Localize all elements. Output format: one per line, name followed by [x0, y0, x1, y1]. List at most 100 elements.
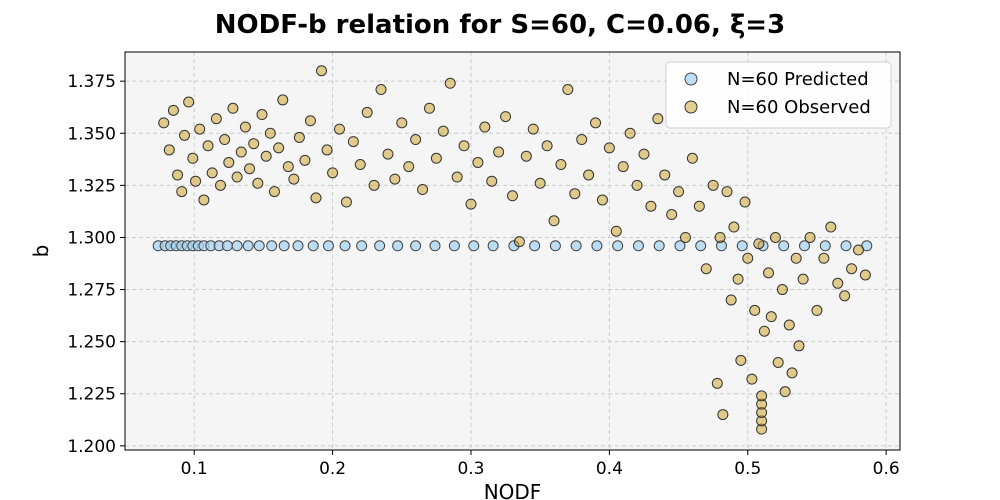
- observed-point: [264, 127, 276, 139]
- observed-point: [235, 146, 247, 158]
- predicted-point: [799, 240, 811, 252]
- y-axis-label: b: [29, 245, 53, 258]
- predicted-point: [221, 240, 233, 252]
- observed-point: [410, 134, 422, 146]
- observed-point: [686, 152, 698, 164]
- x-axis-label: NODF: [484, 480, 542, 500]
- observed-point: [507, 190, 518, 202]
- observed-point: [666, 209, 678, 221]
- observed-point: [569, 188, 581, 200]
- observed-point: [256, 109, 268, 121]
- observed-point: [725, 294, 737, 306]
- observed-point: [396, 117, 408, 129]
- observed-point: [541, 140, 553, 152]
- observed-point: [403, 161, 415, 173]
- observed-point: [227, 102, 239, 114]
- observed-point: [707, 179, 719, 191]
- observed-point: [590, 117, 602, 129]
- observed-point: [417, 184, 429, 196]
- observed-point: [198, 194, 210, 206]
- observed-point: [382, 148, 394, 160]
- observed-point: [739, 196, 751, 208]
- predicted-point: [242, 240, 254, 252]
- observed-point: [513, 236, 525, 248]
- observed-point: [732, 273, 744, 285]
- x-tick-label: 0.5: [734, 459, 761, 479]
- observed-point: [430, 152, 442, 164]
- legend-box: [665, 61, 892, 129]
- observed-point: [451, 171, 463, 183]
- observed-point: [583, 169, 595, 181]
- observed-point: [520, 150, 532, 162]
- predicted-point: [231, 240, 243, 252]
- observed-point: [610, 225, 622, 237]
- observed-point: [299, 154, 311, 166]
- predicted-point: [653, 240, 665, 252]
- observed-point: [717, 409, 729, 421]
- observed-point: [756, 406, 768, 418]
- y-tick-label: 1.350: [67, 124, 116, 144]
- observed-point: [172, 169, 184, 181]
- predicted-point: [356, 240, 368, 252]
- observed-point: [500, 111, 512, 123]
- predicted-point: [840, 240, 852, 252]
- observed-point: [818, 252, 830, 264]
- observed-point: [190, 175, 202, 187]
- observed-point: [596, 194, 608, 206]
- observed-point: [223, 156, 235, 168]
- axes: 0.1 0.2 0.3 0.4 0.5 0.6 1.200 1.225 1.250 1.275 1.…: [67, 51, 901, 479]
- x-tick-label: 0.3: [457, 459, 484, 479]
- observed-point: [673, 186, 685, 198]
- observed-point: [631, 179, 643, 191]
- observed-point: [783, 319, 795, 331]
- observed-point: [711, 377, 723, 389]
- plot-frame: [124, 51, 901, 451]
- predicted-point: [736, 240, 748, 252]
- observed-point: [277, 94, 289, 106]
- observed-point: [206, 167, 218, 179]
- y-tick-label: 1.250: [67, 333, 116, 353]
- observed-point: [361, 106, 373, 118]
- observed-point: [187, 152, 199, 164]
- observed-point: [334, 123, 346, 135]
- observed-point: [231, 171, 243, 183]
- observed-point: [756, 390, 768, 402]
- legend-label-observed: N=60 Observed: [727, 97, 871, 118]
- observed-point: [617, 161, 629, 173]
- observed-point: [852, 244, 864, 256]
- legend: N=60 Predicted N=60 Observed: [665, 61, 892, 129]
- observed-point: [721, 186, 733, 198]
- observed-point: [340, 196, 352, 208]
- y-tick-label: 1.375: [67, 72, 116, 92]
- observed-point: [293, 131, 305, 143]
- observed-point: [790, 252, 802, 264]
- observed-point: [624, 127, 636, 139]
- predicted-point: [529, 240, 541, 252]
- observed-point: [244, 163, 256, 175]
- observed-point: [310, 192, 322, 204]
- observed-point: [756, 398, 768, 410]
- observed-point: [472, 156, 484, 168]
- observed-point: [859, 269, 871, 281]
- observed-point: [458, 140, 470, 152]
- observed-point: [465, 198, 477, 210]
- observed-point: [423, 102, 435, 114]
- observed-point: [210, 113, 222, 125]
- observed-point: [179, 129, 191, 141]
- observed-point: [214, 179, 226, 191]
- observed-point: [316, 65, 328, 77]
- observed-point: [527, 123, 539, 135]
- y-tick-label: 1.325: [67, 176, 116, 196]
- observed-point: [793, 340, 805, 352]
- observed-point: [437, 125, 449, 137]
- observed-point: [749, 304, 761, 316]
- legend-marker-observed: [684, 100, 698, 114]
- observed-point: [347, 136, 359, 148]
- observed-point: [239, 121, 251, 133]
- observed-point: [638, 148, 650, 160]
- predicted-point: [612, 240, 624, 252]
- observed-point: [167, 104, 179, 116]
- x-tick-label: 0.4: [596, 459, 623, 479]
- observed-point: [176, 186, 188, 198]
